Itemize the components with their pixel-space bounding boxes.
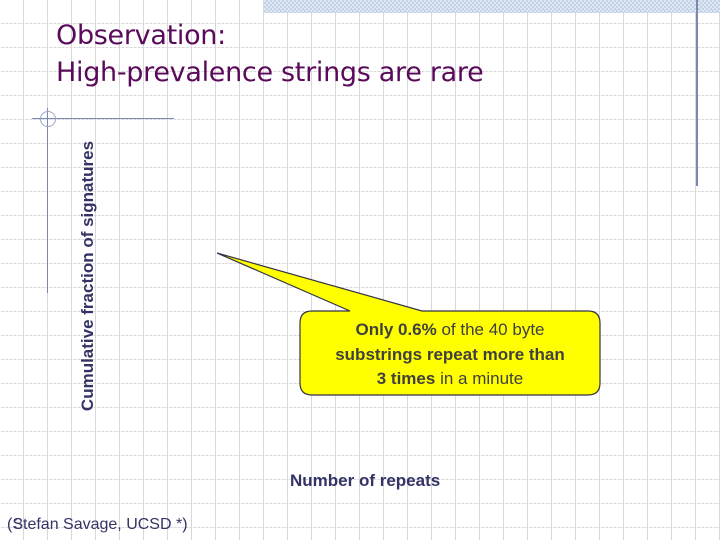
x-axis-label: Number of repeats xyxy=(290,471,441,490)
decorative-ring-icon xyxy=(40,111,56,127)
decorative-right-rule xyxy=(696,0,698,186)
callout-highlight-times: 3 times xyxy=(376,369,436,388)
footer-credit: (Stefan Savage, UCSD *) xyxy=(7,516,188,533)
callout-highlight-percent: Only 0.6% xyxy=(355,320,437,339)
callout-line-3: 3 times in a minute xyxy=(302,367,598,392)
decorative-horizontal-rule xyxy=(32,118,174,119)
callout-text-part: in a minute xyxy=(435,369,524,388)
callout-line-2: substrings repeat more than xyxy=(302,343,598,368)
callout-text: Only 0.6% of the 40 byte substrings repe… xyxy=(302,318,598,392)
title-line-1: Observation: xyxy=(56,20,226,51)
title-line-2: High-prevalence strings are rare xyxy=(56,57,484,88)
callout-text-part: of the 40 byte xyxy=(436,320,545,339)
callout-highlight-substrings: substrings repeat more than xyxy=(335,344,565,364)
header-band xyxy=(264,0,720,13)
decorative-vertical-rule xyxy=(47,108,48,293)
slide-title: Observation: High-prevalence strings are… xyxy=(56,17,484,91)
callout-line-1: Only 0.6% of the 40 byte xyxy=(302,318,598,343)
slide-number: 3 xyxy=(14,516,23,533)
callout-bubble xyxy=(216,252,601,396)
